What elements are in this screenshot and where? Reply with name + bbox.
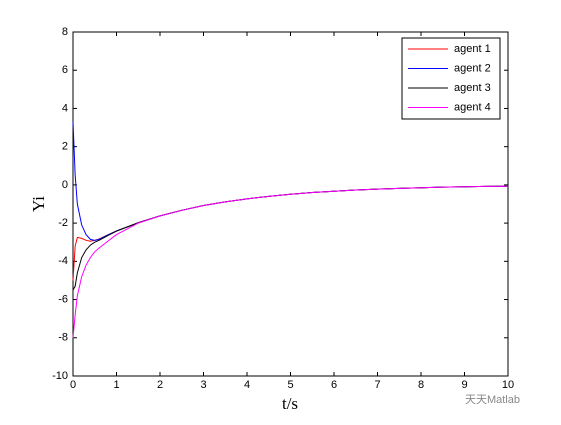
x-tick-label: 6 [331,379,337,391]
x-tick-label: 7 [374,379,380,391]
x-tick-label: 4 [244,379,250,391]
legend-label: agent 1 [454,43,491,55]
x-tick-label: 2 [157,379,163,391]
y-tick-label: 2 [62,141,68,153]
legend-label: agent 4 [454,101,491,113]
y-tick-label: -6 [58,293,68,305]
y-tick-label: -10 [52,370,68,382]
y-tick-label: -2 [58,217,68,229]
series-line [72,185,509,338]
legend-label: agent 3 [454,82,491,94]
x-tick-label: 5 [287,379,293,391]
y-tick-label: 8 [62,26,68,38]
y-tick-label: -4 [58,255,68,267]
legend-box [401,37,501,120]
x-axis-label: t/s [282,394,298,413]
y-tick-label: 4 [62,102,68,114]
x-tick-label: 0 [70,379,76,391]
legend-label: agent 2 [454,62,491,74]
y-tick-label: 0 [62,179,68,191]
x-tick-label: 9 [461,379,467,391]
x-tick-label: 1 [113,379,119,391]
y-tick-label: 6 [62,64,68,76]
y-axis-label: Yi [29,196,48,212]
x-tick-label: 3 [200,379,206,391]
watermark: 天天Matlab [465,394,520,406]
y-tick-label: -8 [58,332,68,344]
x-tick-label: 8 [418,379,424,391]
x-tick-label: 10 [502,379,514,391]
